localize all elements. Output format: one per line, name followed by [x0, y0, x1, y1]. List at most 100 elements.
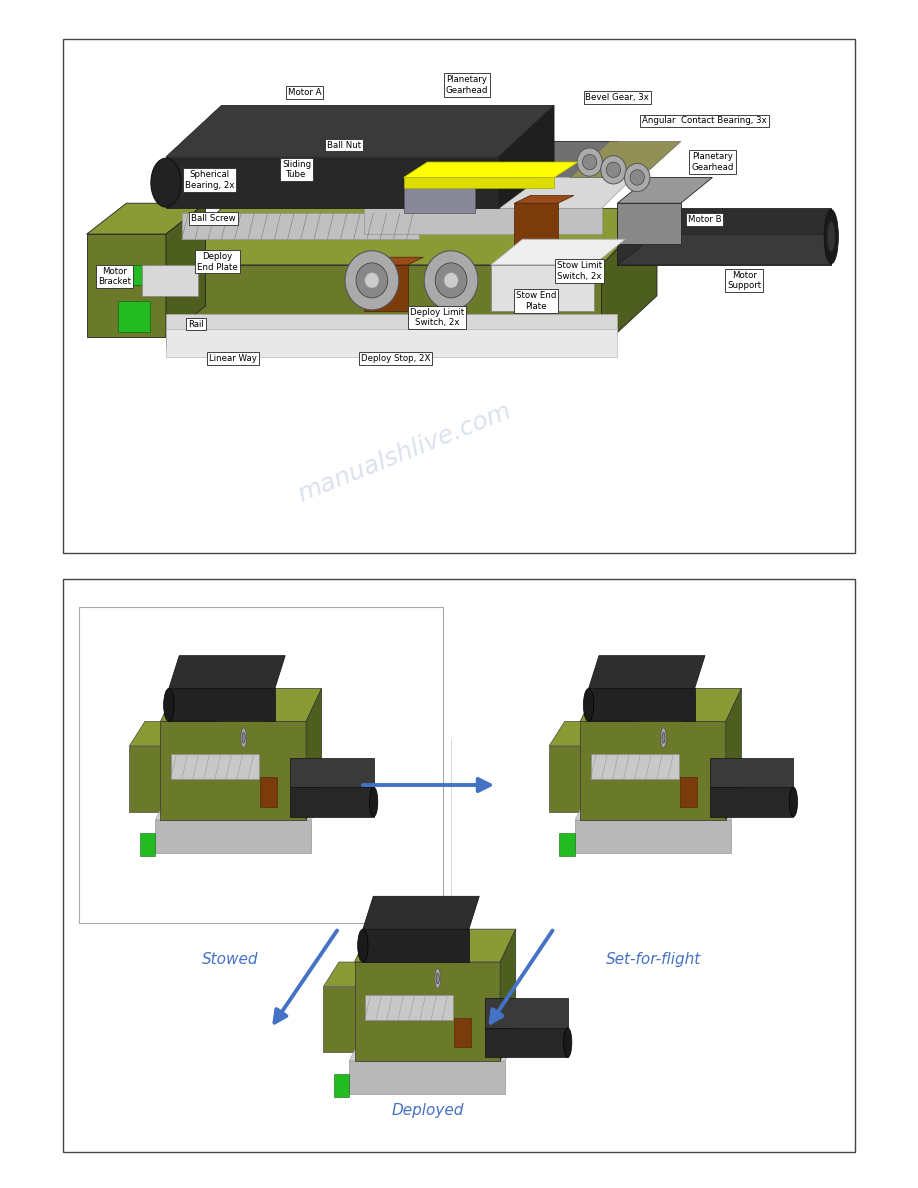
Ellipse shape: [564, 1028, 572, 1057]
Polygon shape: [127, 265, 151, 285]
Text: Angular  Contact Bearing, 3x: Angular Contact Bearing, 3x: [643, 116, 767, 126]
Polygon shape: [454, 1018, 471, 1048]
Ellipse shape: [151, 158, 181, 207]
Ellipse shape: [630, 170, 644, 185]
Polygon shape: [590, 754, 679, 779]
Polygon shape: [601, 208, 657, 347]
Polygon shape: [129, 746, 161, 811]
Polygon shape: [549, 746, 580, 811]
Polygon shape: [140, 833, 155, 857]
Polygon shape: [404, 177, 554, 188]
Text: Deploy Limit
Switch, 2x: Deploy Limit Switch, 2x: [409, 308, 464, 327]
Polygon shape: [514, 203, 558, 249]
Polygon shape: [364, 208, 601, 234]
Polygon shape: [680, 777, 697, 807]
Polygon shape: [365, 994, 453, 1019]
Polygon shape: [363, 929, 469, 962]
Polygon shape: [491, 239, 625, 265]
Polygon shape: [169, 656, 285, 689]
Ellipse shape: [436, 973, 440, 984]
Polygon shape: [166, 203, 206, 337]
Polygon shape: [485, 998, 567, 1028]
Polygon shape: [483, 183, 577, 214]
Text: Spherical
Bearing, 2x: Spherical Bearing, 2x: [185, 170, 234, 190]
Ellipse shape: [369, 788, 378, 816]
FancyBboxPatch shape: [63, 39, 855, 552]
Ellipse shape: [600, 156, 626, 184]
Text: Deploy Stop, 2X: Deploy Stop, 2X: [361, 354, 431, 364]
Text: Rail: Rail: [188, 320, 204, 329]
Text: Bevel Gear, 3x: Bevel Gear, 3x: [586, 94, 649, 102]
Polygon shape: [334, 1074, 350, 1097]
Polygon shape: [549, 721, 596, 746]
Polygon shape: [290, 758, 374, 788]
Polygon shape: [483, 141, 618, 183]
Ellipse shape: [827, 221, 835, 252]
Text: Deployed: Deployed: [391, 1102, 464, 1118]
Polygon shape: [404, 177, 475, 214]
Polygon shape: [218, 708, 270, 721]
Polygon shape: [485, 1028, 567, 1057]
Polygon shape: [588, 656, 705, 689]
Ellipse shape: [364, 272, 379, 287]
Polygon shape: [155, 794, 325, 820]
Text: Set-for-flight: Set-for-flight: [606, 953, 700, 967]
Polygon shape: [570, 141, 681, 177]
Polygon shape: [350, 1035, 519, 1061]
Text: Sliding
Tube: Sliding Tube: [282, 160, 311, 179]
Polygon shape: [354, 929, 516, 962]
Text: Motor
Support: Motor Support: [727, 271, 761, 290]
Ellipse shape: [661, 728, 666, 747]
Ellipse shape: [242, 733, 245, 744]
Ellipse shape: [583, 689, 594, 721]
Ellipse shape: [444, 272, 458, 287]
Polygon shape: [87, 203, 206, 234]
Text: Motor A: Motor A: [288, 88, 321, 97]
Polygon shape: [618, 234, 831, 265]
Polygon shape: [711, 788, 793, 816]
Polygon shape: [166, 329, 618, 358]
Polygon shape: [577, 141, 618, 214]
Polygon shape: [618, 208, 831, 265]
Polygon shape: [514, 196, 574, 203]
Polygon shape: [580, 689, 742, 721]
Text: Stow End
Plate: Stow End Plate: [516, 291, 556, 310]
Polygon shape: [354, 962, 500, 1061]
Polygon shape: [142, 265, 197, 296]
Polygon shape: [575, 794, 744, 820]
Polygon shape: [500, 929, 516, 1061]
Polygon shape: [161, 721, 306, 820]
Text: Ball Nut: Ball Nut: [327, 140, 361, 150]
Polygon shape: [166, 106, 554, 157]
Polygon shape: [166, 208, 657, 265]
Polygon shape: [169, 689, 274, 721]
Polygon shape: [323, 962, 370, 987]
Ellipse shape: [356, 263, 387, 298]
Ellipse shape: [577, 148, 602, 176]
Text: Planetary
Gearhead: Planetary Gearhead: [446, 75, 488, 95]
Ellipse shape: [583, 154, 597, 170]
Polygon shape: [491, 265, 594, 311]
Text: Planetary
Gearhead: Planetary Gearhead: [691, 152, 733, 172]
Polygon shape: [87, 234, 166, 337]
Polygon shape: [166, 265, 601, 347]
Polygon shape: [306, 689, 321, 820]
Polygon shape: [129, 721, 176, 746]
Text: Stow Limit
Switch, 2x: Stow Limit Switch, 2x: [557, 261, 602, 280]
Polygon shape: [498, 106, 554, 208]
Polygon shape: [118, 301, 151, 331]
Ellipse shape: [789, 788, 798, 816]
Polygon shape: [364, 177, 633, 208]
Polygon shape: [155, 820, 311, 853]
Ellipse shape: [358, 929, 368, 962]
Ellipse shape: [435, 263, 467, 298]
Ellipse shape: [345, 251, 398, 310]
Polygon shape: [618, 203, 681, 245]
Ellipse shape: [606, 162, 621, 177]
Text: Deploy
End Plate: Deploy End Plate: [197, 252, 238, 272]
Ellipse shape: [824, 209, 838, 264]
Polygon shape: [618, 177, 712, 203]
Polygon shape: [171, 754, 259, 779]
Text: Stowed: Stowed: [202, 953, 258, 967]
Polygon shape: [161, 689, 321, 721]
